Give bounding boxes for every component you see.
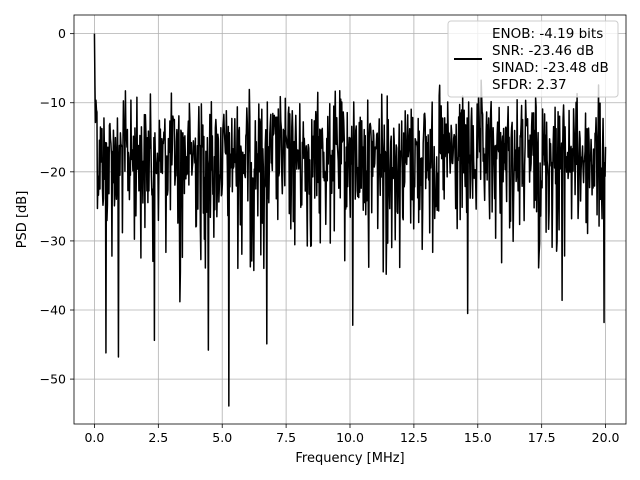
x-axis-label: Frequency [MHz]	[295, 451, 404, 466]
x-tick-label: 15.0	[464, 430, 492, 445]
y-tick-label: −30	[40, 233, 66, 248]
legend: ENOB: -4.19 bits SNR: -23.46 dB SINAD: -…	[447, 20, 619, 98]
series-layer	[93, 33, 607, 407]
legend-box	[447, 20, 619, 98]
y-tick-label: 0	[58, 26, 66, 41]
legend-sfdr-text: SFDR: 2.37	[492, 77, 567, 93]
x-tick-label: 5.0	[212, 430, 232, 445]
y-tick-label: −40	[40, 303, 66, 318]
y-axis-label: PSD [dB]	[15, 191, 30, 249]
psd-series-line	[93, 33, 607, 407]
y-tick-label: −10	[40, 95, 66, 110]
x-tick-label: 7.5	[276, 430, 296, 445]
y-tick-label: −20	[40, 164, 66, 179]
x-tick-label: 0.0	[84, 430, 104, 445]
x-tick-label: 17.5	[528, 430, 556, 445]
x-tick-label: 10.0	[336, 430, 364, 445]
x-tick-label: 2.5	[148, 430, 168, 445]
legend-snr-text: SNR: -23.46 dB	[492, 43, 594, 59]
axis-ticks: 0.0 2.5 5.0 7.5 10.0 12.5 15.0 17.5 20.0 0 −10 −20 −…	[40, 26, 620, 445]
y-tick-label: −50	[40, 372, 66, 387]
x-tick-label: 20.0	[592, 430, 620, 445]
legend-sinad-text: SINAD: -23.48 dB	[492, 60, 609, 76]
x-tick-label: 12.5	[400, 430, 428, 445]
legend-enob-text: ENOB: -4.19 bits	[492, 26, 603, 42]
